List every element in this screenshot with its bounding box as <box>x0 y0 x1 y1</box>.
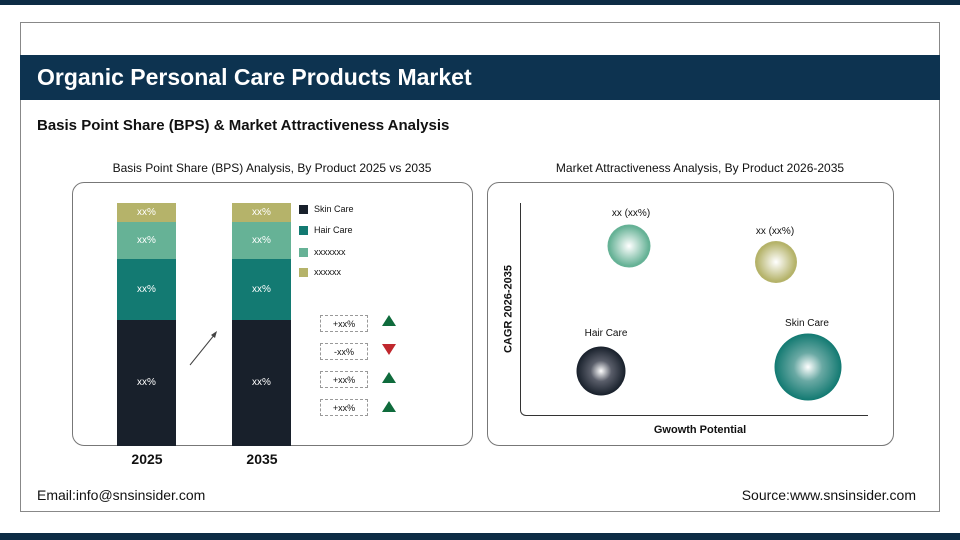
bubble <box>755 241 797 283</box>
change-box: +xx% <box>320 399 368 416</box>
bps-chart-title: Basis Point Share (BPS) Analysis, By Pro… <box>112 161 432 175</box>
down-triangle-icon <box>382 344 396 355</box>
bar-segment: xx% <box>232 203 291 223</box>
x-axis-label: Gwowth Potential <box>653 424 747 436</box>
bubble-label: Skin Care <box>785 318 829 329</box>
frame <box>20 22 940 512</box>
bubble-label: xx (xx%) <box>755 226 795 237</box>
x-tick-2025: 2025 <box>131 451 163 467</box>
bar-segment: xx% <box>232 319 291 446</box>
bar-segment: xx% <box>117 258 176 320</box>
change-box: +xx% <box>320 371 368 388</box>
footer-email: Email:info@snsinsider.com <box>37 487 206 503</box>
bubble-label: xx (xx%) <box>611 208 651 219</box>
top-bar <box>0 0 960 5</box>
bar-segment: xx% <box>232 258 291 320</box>
axes <box>520 203 868 416</box>
bar-2025: xx% xx% xx% xx% <box>117 203 176 446</box>
legend-item-skin-care: Skin Care <box>299 204 354 214</box>
up-triangle-icon <box>382 372 396 383</box>
bar-segment: xx% <box>232 222 291 259</box>
up-triangle-icon <box>382 315 396 326</box>
bar-segment: xx% <box>117 222 176 259</box>
attractiveness-chart-title: Market Attractiveness Analysis, By Produ… <box>555 161 845 175</box>
bar-2035: xx% xx% xx% xx% <box>232 203 291 446</box>
legend-item-hair-care: Hair Care <box>299 225 353 235</box>
page-title: Organic Personal Care Products Market <box>37 64 472 90</box>
bar-segment: xx% <box>117 203 176 223</box>
trend-arrow-icon <box>189 331 217 366</box>
legend-item-3: xxxxxxx <box>299 247 346 257</box>
bubble-skin-care <box>774 333 842 401</box>
x-tick-2035: 2035 <box>246 451 278 467</box>
change-box: -xx% <box>320 343 368 360</box>
change-box: +xx% <box>320 315 368 332</box>
attractiveness-chart-box <box>487 182 894 446</box>
footer-source: Source:www.snsinsider.com <box>741 487 916 503</box>
bottom-bar <box>0 533 960 540</box>
bubble-label: Hair Care <box>584 328 628 339</box>
y-axis-label: CAGR 2026-2035 <box>502 264 515 354</box>
bubble-hair-care <box>576 346 626 396</box>
bar-segment: xx% <box>117 319 176 446</box>
legend-item-4: xxxxxx <box>299 267 341 277</box>
page-subtitle: Basis Point Share (BPS) & Market Attract… <box>37 117 450 134</box>
bubble <box>607 224 651 268</box>
up-triangle-icon <box>382 401 396 412</box>
title-banner <box>20 55 940 100</box>
